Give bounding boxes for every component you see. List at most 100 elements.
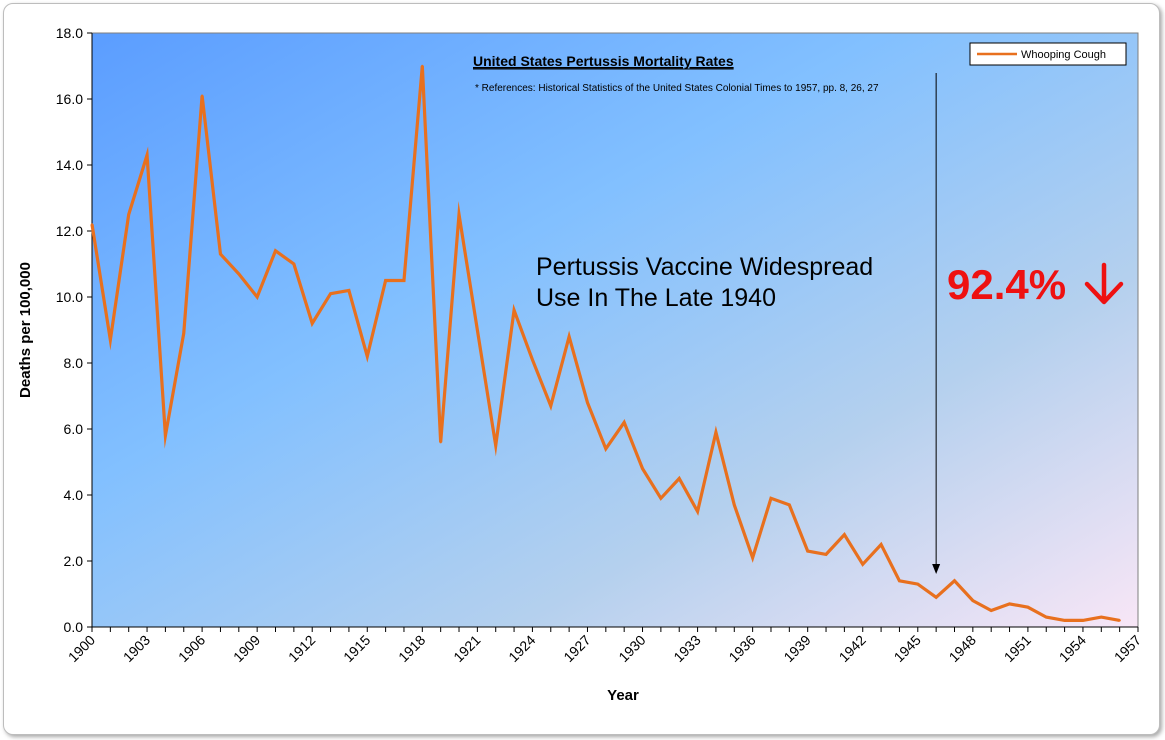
data-point	[531, 358, 534, 361]
data-point	[439, 441, 442, 444]
legend-label: Whooping Cough	[1021, 49, 1106, 61]
data-point	[1100, 615, 1103, 619]
data-point	[347, 289, 351, 292]
series-layer	[90, 64, 1121, 623]
y-tick-label: 14.0	[56, 157, 83, 173]
y-tick-label: 0.0	[64, 619, 84, 635]
data-point	[843, 533, 846, 536]
data-point	[641, 467, 644, 470]
data-point	[457, 213, 461, 216]
x-tick-label: 1900	[65, 632, 98, 665]
data-point	[622, 421, 626, 424]
x-axis-title: Year	[607, 687, 639, 704]
data-point	[384, 279, 387, 282]
data-point	[678, 477, 681, 480]
y-tick-label: 12.0	[56, 223, 83, 239]
data-point	[916, 582, 919, 586]
x-tick-label: 1957	[1111, 632, 1144, 665]
x-tick-label: 1924	[505, 632, 538, 665]
y-axis: 0.0 2.0 4.0 6.0 8.0 10.0 12.0 14.0 16.0 18.0	[56, 25, 93, 635]
data-point	[1081, 619, 1085, 622]
data-point	[145, 153, 149, 157]
data-point	[696, 510, 699, 513]
data-point	[90, 223, 94, 226]
data-point	[329, 292, 332, 295]
y-tick-label: 18.0	[56, 25, 83, 41]
x-tick-label: 1930	[615, 632, 648, 665]
data-point	[934, 596, 938, 599]
data-point	[604, 447, 608, 450]
y-tick-label: 6.0	[64, 421, 84, 437]
data-point	[586, 401, 589, 404]
x-tick-label: 1939	[780, 632, 813, 665]
data-point	[512, 309, 516, 312]
data-point	[806, 549, 809, 553]
x-tick-label: 1921	[450, 632, 483, 665]
data-point	[751, 556, 754, 559]
y-tick-label: 2.0	[64, 553, 84, 569]
data-point	[219, 252, 222, 256]
x-tick-label: 1912	[285, 632, 318, 665]
data-point	[200, 94, 204, 97]
x-tick-label: 1909	[230, 632, 263, 665]
x-tick-label: 1936	[725, 632, 758, 665]
x-tick-label: 1942	[836, 632, 869, 665]
y-tick-label: 8.0	[64, 355, 84, 371]
data-point	[366, 355, 369, 358]
data-point	[989, 609, 993, 612]
x-axis: 1900 1903 1906 1909 1912 1915 1918 1921 1924 1927…	[65, 626, 1144, 665]
data-point	[274, 249, 277, 252]
legend: Whooping Cough	[969, 42, 1127, 66]
data-point	[109, 338, 112, 342]
data-point	[824, 553, 828, 556]
plot-area	[91, 32, 1139, 628]
y-tick-label: 10.0	[56, 289, 83, 305]
data-point	[164, 434, 167, 437]
x-tick-label: 1927	[560, 632, 593, 665]
data-point	[402, 279, 406, 282]
vaccine-annotation-line-1: Pertussis Vaccine Widespread	[536, 253, 873, 281]
chart-subtitle: * References: Historical Statistics of t…	[475, 83, 879, 94]
data-point	[1063, 619, 1066, 622]
vaccine-annotation-line-2: Use In The Late 1940	[536, 284, 776, 312]
data-point	[421, 64, 424, 68]
data-point	[494, 444, 497, 447]
data-point	[127, 213, 130, 216]
data-point	[1026, 606, 1030, 609]
data-point	[1118, 619, 1121, 622]
y-axis-title: Deaths per 100,000	[17, 262, 34, 398]
data-point	[953, 579, 956, 582]
x-tick-label: 1933	[670, 632, 703, 665]
data-point	[255, 295, 259, 299]
data-point	[1045, 615, 1048, 619]
x-tick-label: 1918	[395, 632, 428, 665]
data-point	[788, 503, 791, 507]
chart-title: United States Pertussis Mortality Rates	[473, 53, 734, 69]
data-point	[311, 322, 314, 325]
vaccine-arrow-head	[932, 564, 941, 574]
data-point	[237, 272, 241, 276]
data-point	[549, 404, 552, 408]
down-arrow-icon	[1084, 262, 1124, 305]
y-tick-label: 16.0	[56, 91, 83, 107]
data-point	[733, 503, 736, 507]
x-tick-label: 1903	[120, 632, 153, 665]
data-point	[971, 599, 975, 602]
data-point	[659, 497, 663, 500]
data-point	[1008, 602, 1011, 606]
x-tick-label: 1954	[1056, 632, 1089, 665]
x-tick-label: 1948	[946, 632, 979, 665]
data-point	[769, 497, 773, 500]
data-point	[714, 431, 718, 434]
decline-percent: 92.4%	[947, 261, 1066, 308]
x-tick-label: 1945	[891, 632, 924, 665]
data-point	[292, 262, 296, 266]
x-tick-label: 1951	[1001, 632, 1034, 665]
x-tick-label: 1906	[175, 632, 208, 665]
data-point	[476, 328, 479, 332]
x-tick-label: 1915	[340, 632, 373, 665]
data-point	[879, 543, 883, 546]
data-point	[898, 579, 901, 582]
data-point	[182, 332, 185, 335]
